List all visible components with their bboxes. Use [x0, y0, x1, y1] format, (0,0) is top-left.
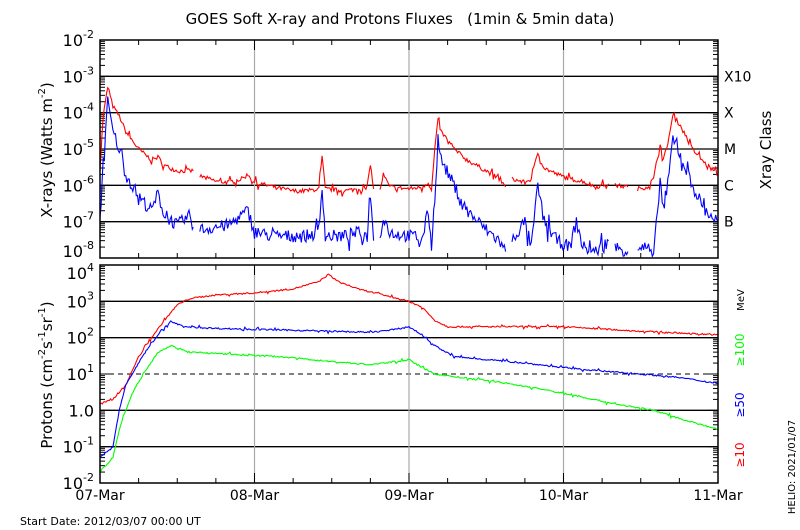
- legend-ge50: ≥50: [733, 392, 747, 417]
- plot-frame: [99, 39, 719, 259]
- y-tick-base: 10: [63, 213, 83, 232]
- xray-class-B: B: [724, 215, 734, 231]
- y-tick-base: 10: [63, 242, 83, 261]
- xray-ylabel-end: ): [38, 82, 56, 88]
- xray-ylabel: X-rays (Watts m-2): [37, 82, 56, 217]
- series-blue-line: [199, 189, 375, 252]
- series-blue-line: [99, 320, 718, 458]
- series-green-line: [99, 345, 719, 473]
- series-blue-line: [637, 135, 719, 258]
- series-red-line: [199, 155, 375, 197]
- legend-ge100: ≥100: [733, 334, 747, 367]
- y-tick-exp: 4: [87, 261, 94, 274]
- y-tick-label: 1.0: [69, 401, 94, 420]
- series-red-line: [614, 183, 629, 189]
- y-tick-exp: 1: [87, 362, 94, 375]
- y-tick-label: 104: [67, 261, 94, 283]
- y-tick-exp: -4: [83, 101, 94, 114]
- y-tick-exp: -6: [83, 173, 94, 186]
- y-tick-label: 10-1: [63, 435, 94, 457]
- xray-class-C: C: [724, 178, 734, 194]
- y-tick-base: 10: [67, 292, 87, 311]
- y-tick-label: 101: [67, 362, 94, 384]
- proton-ylabel: Protons (cm-2s-1sr-1): [37, 301, 56, 448]
- y-tick-base: 10: [63, 104, 83, 123]
- y-tick-label: 10-6: [63, 173, 94, 195]
- y-tick-base: 10: [67, 365, 87, 384]
- xray-class-X10: X10: [724, 69, 751, 85]
- series-red-line: [99, 86, 194, 174]
- proton-ylabel-part: Protons (cm: [38, 359, 56, 449]
- series-blue-line: [614, 242, 629, 257]
- proton-ylabel-part: -1: [37, 307, 48, 317]
- proton-ylabel-part: -1: [37, 331, 48, 341]
- y-tick-label: 102: [67, 326, 94, 348]
- xray-class-label: Xray Class: [757, 110, 775, 189]
- proton-ylabel-part: ): [38, 301, 56, 307]
- x-tick-label: 10-Mar: [539, 488, 589, 504]
- x-tick-label: 11-Mar: [693, 488, 743, 504]
- proton-ylabel-part: sr: [38, 316, 56, 331]
- x-tick-label: 07-Mar: [75, 488, 125, 504]
- series-blue-line: [99, 96, 194, 232]
- y-tick-base: 10: [67, 264, 87, 283]
- x-tick-labels: 07-Mar 08-Mar 09-Mar 10-Mar 11-Mar: [75, 488, 743, 504]
- series-blue-line: [511, 182, 609, 257]
- y-tick-exp: -2: [83, 28, 94, 41]
- x-tick-label: 09-Mar: [384, 488, 434, 504]
- series-red-line: [511, 152, 610, 191]
- series-red-line: [379, 116, 507, 194]
- mev-label: MeV: [736, 289, 747, 311]
- y-tick-base: 10: [63, 31, 83, 50]
- y-tick-exp: -3: [83, 64, 94, 77]
- y-tick-base: 10: [63, 438, 83, 457]
- y-tick-label: 10-3: [63, 64, 94, 86]
- y-tick-base: 10: [67, 329, 87, 348]
- y-tick-label: 10-2: [63, 471, 94, 493]
- y-tick-label: 10-8: [63, 239, 94, 261]
- start-date: Start Date: 2012/03/07 00:00 UT: [20, 515, 201, 528]
- y-tick-exp: -1: [83, 435, 94, 448]
- chart-title: GOES Soft X-ray and Protons Fluxes (1min…: [186, 10, 615, 28]
- y-tick-base: 10: [63, 67, 83, 86]
- y-tick-label: 10-7: [63, 210, 94, 232]
- x-tick-label: 08-Mar: [230, 488, 280, 504]
- y-tick-exp: -8: [83, 239, 94, 252]
- y-tick-base: 1.0: [69, 401, 94, 420]
- series-red-line: [636, 111, 719, 192]
- series-red-line: [99, 273, 719, 405]
- xray-ylabel-sup: -2: [37, 88, 48, 98]
- y-tick-label: 103: [67, 289, 94, 311]
- y-tick-base: 10: [63, 140, 83, 159]
- y-tick-exp: -5: [83, 137, 94, 150]
- helio-date: HELIO: 2021/01/07: [787, 420, 798, 514]
- xray-ylabel-main: X-rays (Watts m: [38, 98, 56, 218]
- y-tick-base: 10: [63, 176, 83, 195]
- y-tick-exp: -2: [83, 471, 94, 484]
- legend-ge10: ≥10: [733, 442, 747, 467]
- xray-class-M: M: [724, 142, 736, 158]
- y-tick-label: 10-5: [63, 137, 94, 159]
- proton-ylabel-part: -2: [37, 349, 48, 359]
- y-tick-label: 10-2: [63, 28, 94, 50]
- y-tick-label: 10-4: [63, 101, 94, 123]
- plot-frame: [99, 264, 719, 484]
- proton-ylabel-part: s: [38, 341, 56, 349]
- y-tick-exp: -7: [83, 210, 94, 223]
- y-tick-exp: 2: [87, 326, 94, 339]
- series-blue-line: [379, 134, 507, 252]
- xray-class-X: X: [724, 106, 734, 122]
- y-tick-exp: 3: [87, 289, 94, 302]
- y-tick-base: 10: [63, 474, 83, 493]
